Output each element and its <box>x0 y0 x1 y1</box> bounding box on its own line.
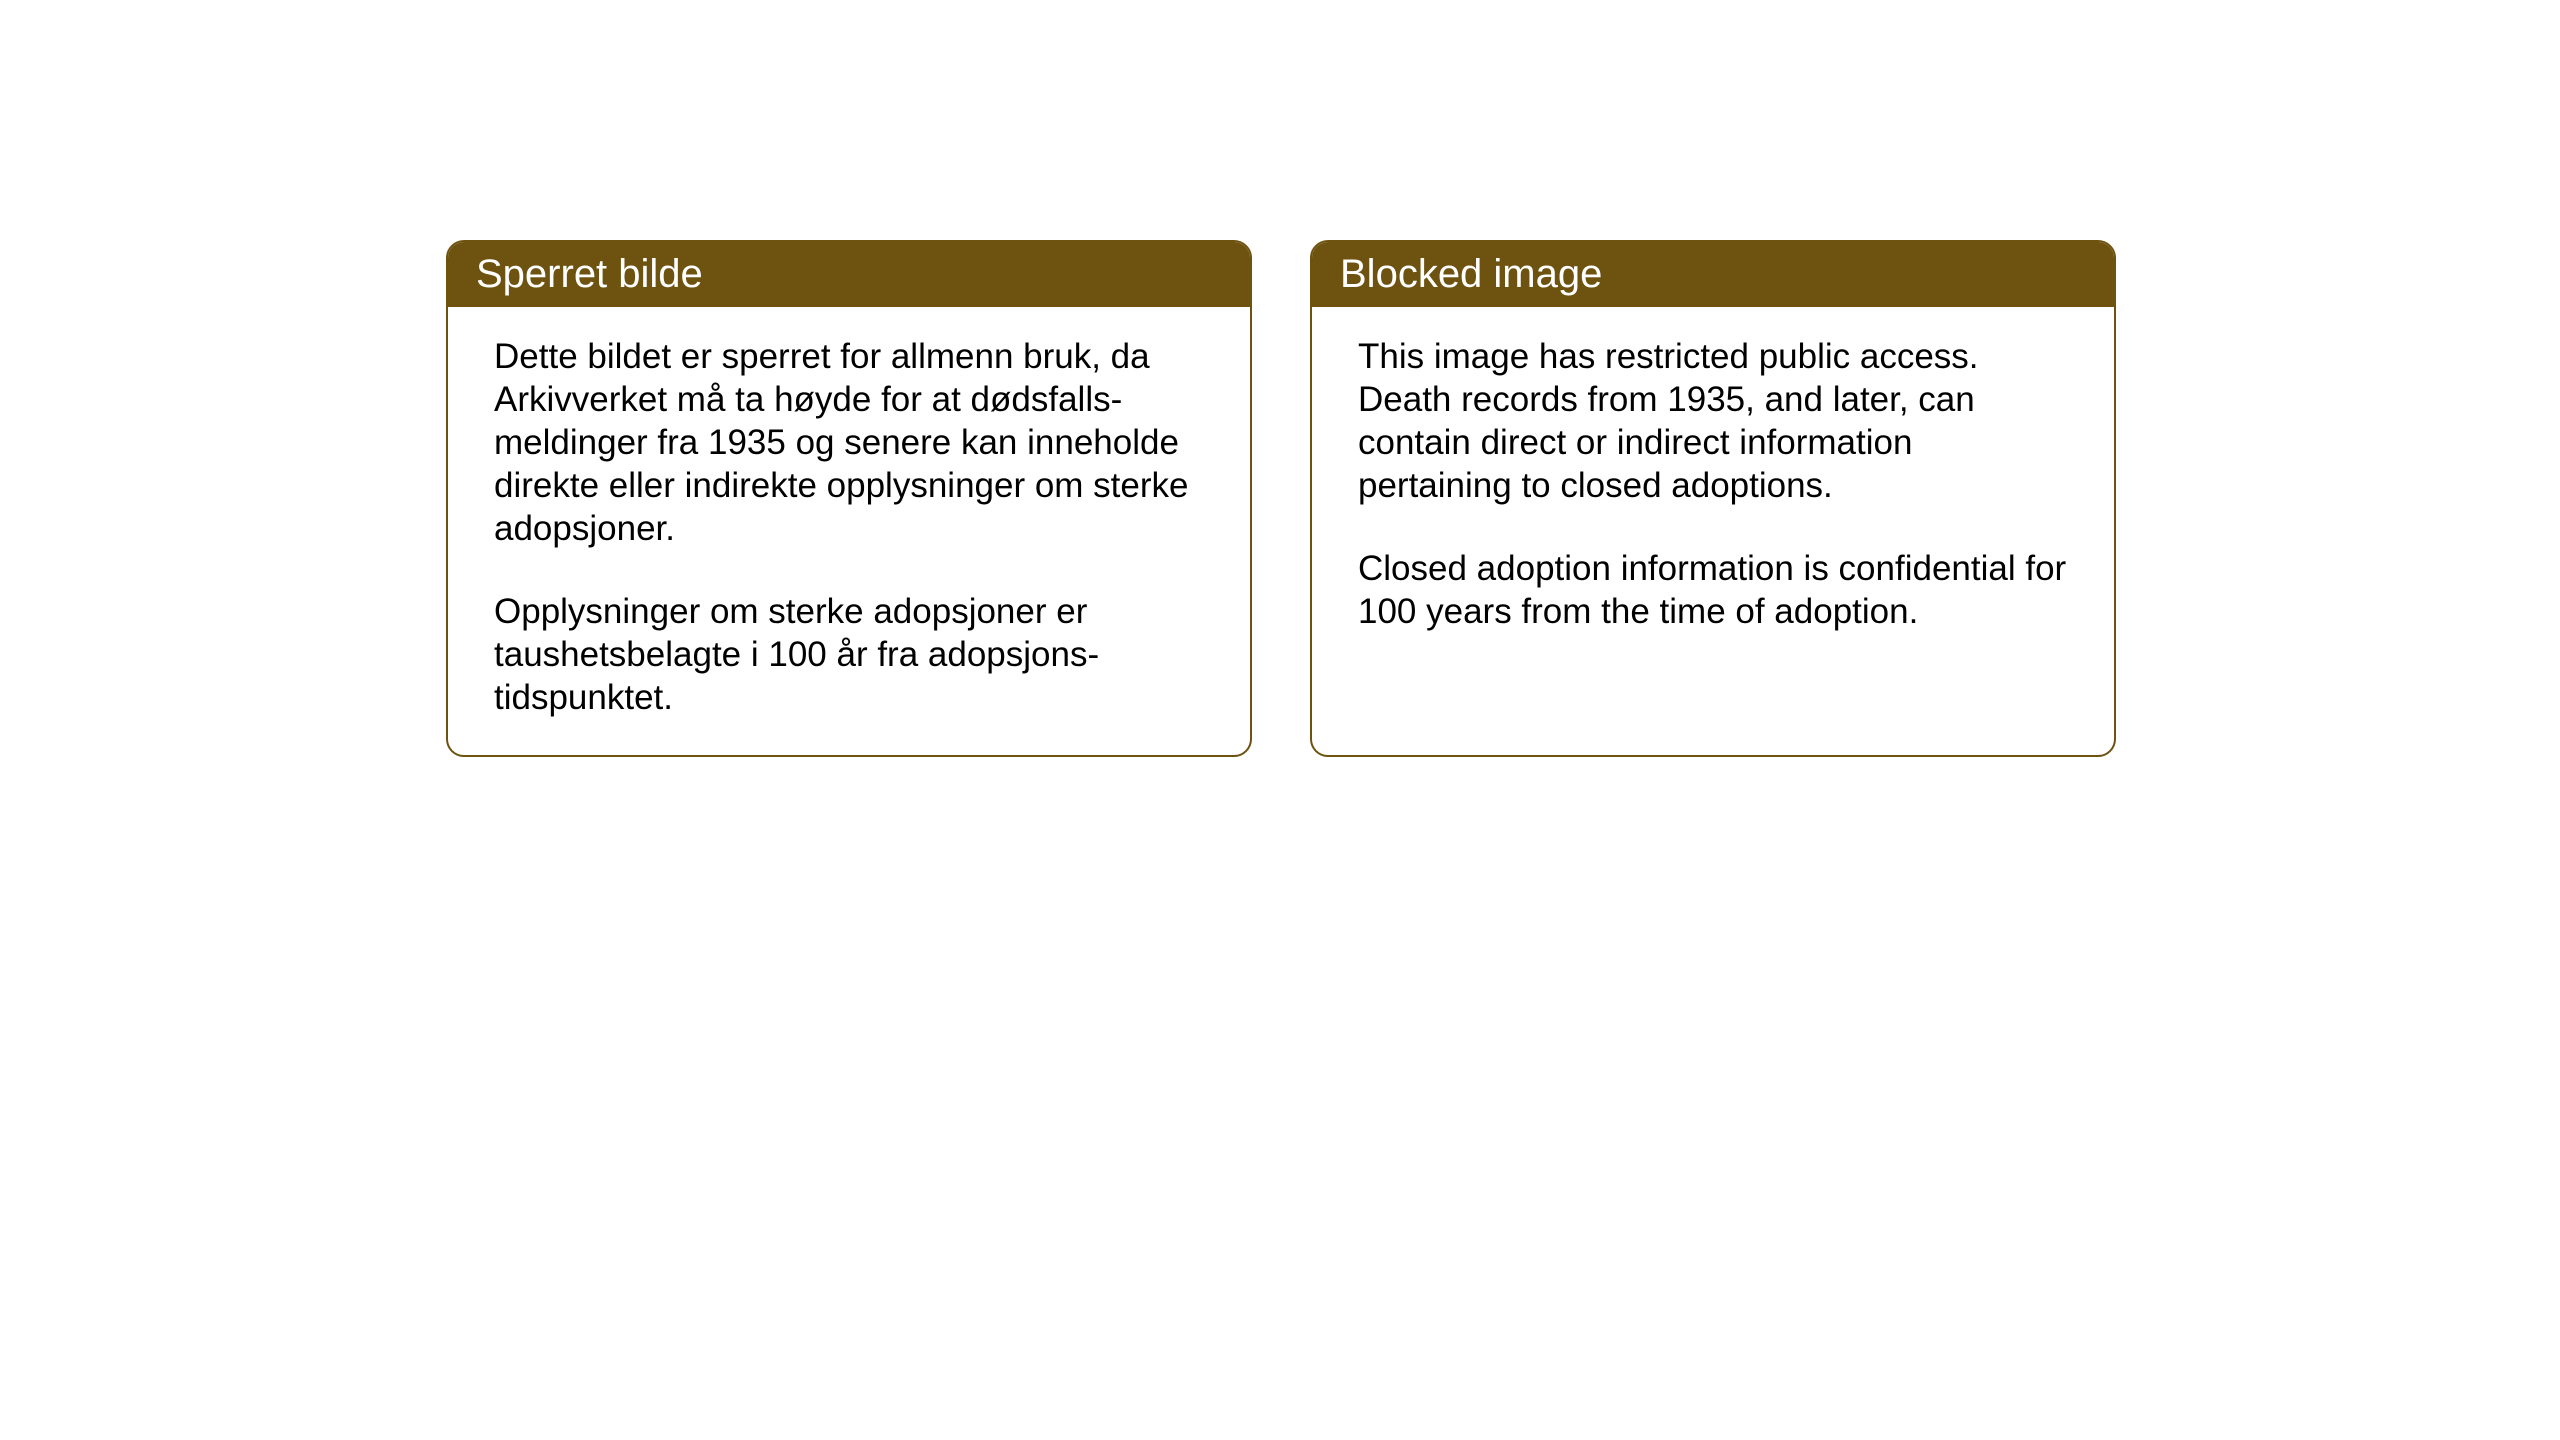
english-paragraph-1: This image has restricted public access.… <box>1358 335 2068 507</box>
english-card-title: Blocked image <box>1312 242 2114 307</box>
english-card-body: This image has restricted public access.… <box>1312 307 2114 669</box>
norwegian-notice-card: Sperret bilde Dette bildet er sperret fo… <box>446 240 1252 757</box>
english-paragraph-2: Closed adoption information is confident… <box>1358 547 2068 633</box>
norwegian-paragraph-1: Dette bildet er sperret for allmenn bruk… <box>494 335 1204 550</box>
norwegian-paragraph-2: Opplysninger om sterke adopsjoner er tau… <box>494 590 1204 719</box>
english-notice-card: Blocked image This image has restricted … <box>1310 240 2116 757</box>
notice-container: Sperret bilde Dette bildet er sperret fo… <box>446 240 2116 757</box>
norwegian-card-title: Sperret bilde <box>448 242 1250 307</box>
norwegian-card-body: Dette bildet er sperret for allmenn bruk… <box>448 307 1250 755</box>
